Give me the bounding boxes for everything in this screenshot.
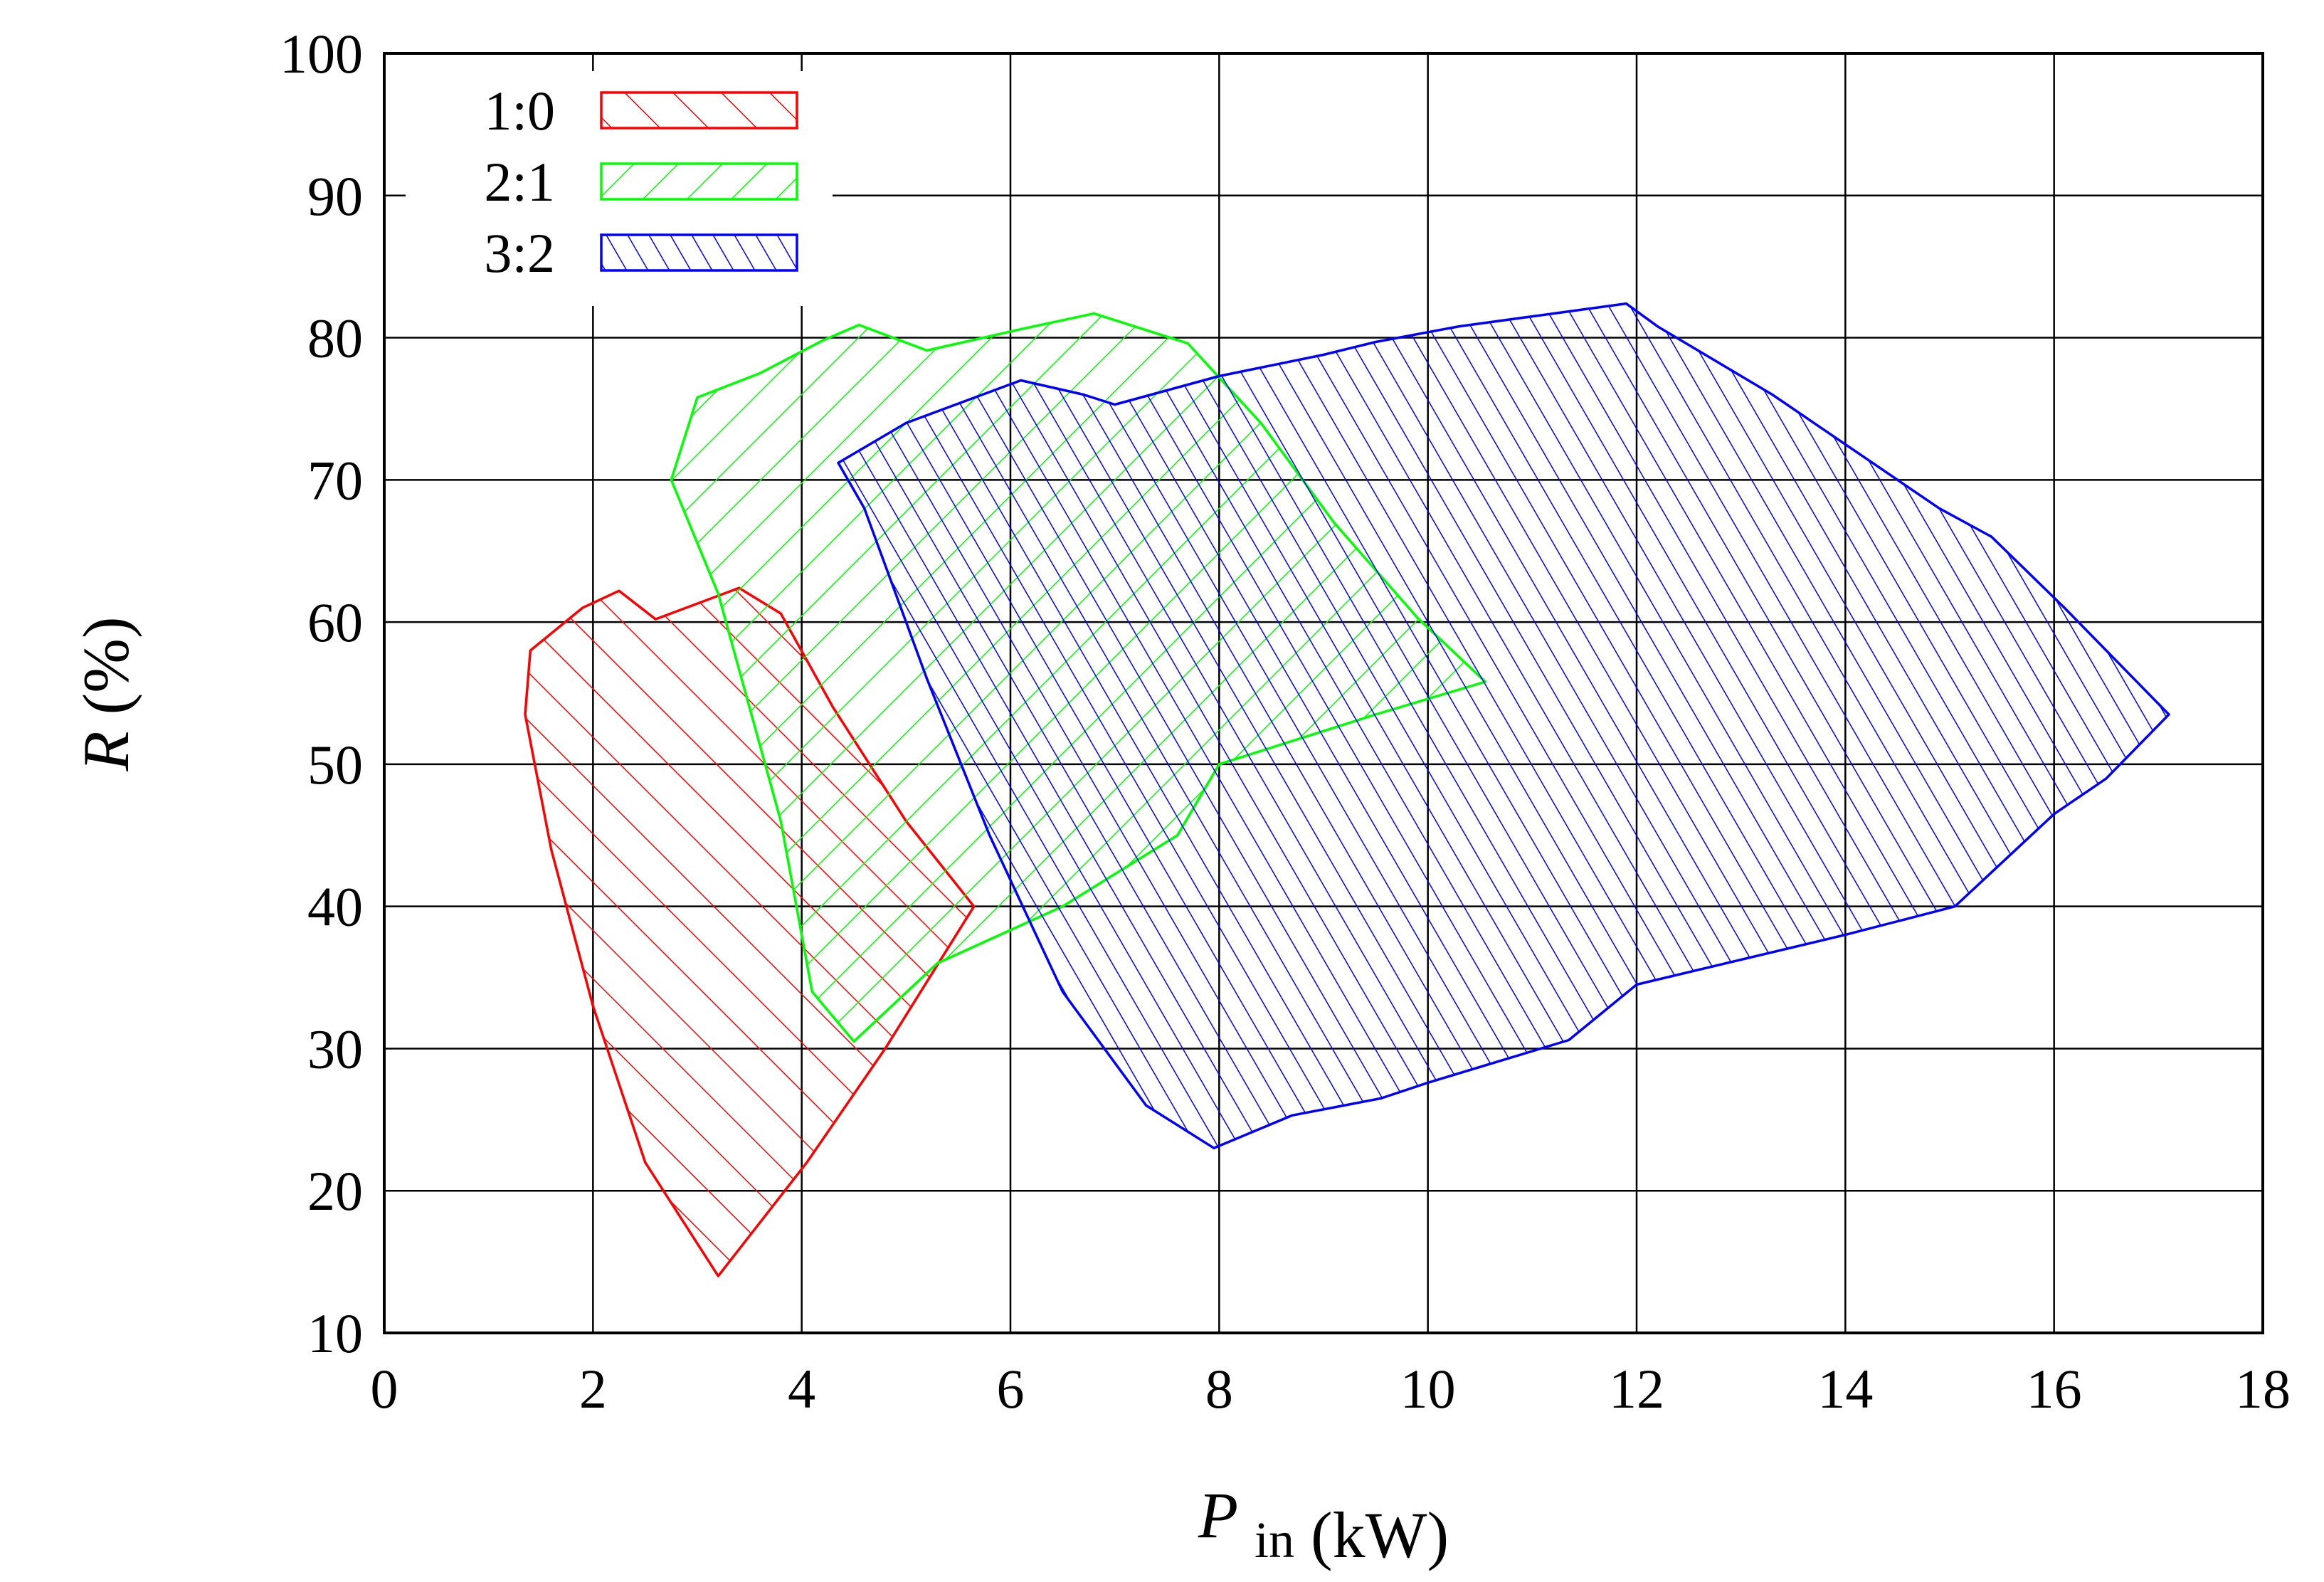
- y-tick-label: 90: [307, 165, 363, 227]
- y-tick-label: 10: [307, 1302, 363, 1364]
- x-axis-unit: (kW): [1311, 1499, 1449, 1571]
- axis-ticks: 0 2 4 6 8 10 12 14 16 18 10 20 30 40 50 60 70 80 90 100: [280, 23, 2291, 1420]
- x-tick-label: 12: [1609, 1358, 1664, 1420]
- x-axis-symbol: P: [1198, 1479, 1238, 1551]
- y-tick-label: 40: [307, 876, 363, 938]
- y-axis-title: R (%): [70, 616, 142, 771]
- x-tick-label: 2: [579, 1358, 607, 1420]
- x-tick-label: 14: [1817, 1358, 1873, 1420]
- y-tick-label: 100: [280, 23, 363, 85]
- x-axis-subscript: in: [1255, 1512, 1294, 1568]
- legend-label: 1:0: [484, 80, 555, 142]
- y-tick-label: 70: [307, 449, 363, 511]
- y-tick-label: 20: [307, 1160, 363, 1222]
- x-tick-label: 18: [2235, 1358, 2291, 1420]
- legend-label: 2:1: [484, 151, 555, 213]
- y-axis-unit: (%): [70, 616, 142, 714]
- y-tick-label: 80: [307, 307, 363, 369]
- x-tick-label: 0: [371, 1358, 398, 1420]
- series-region-3-2: [837, 302, 2170, 1150]
- y-tick-label: 30: [307, 1018, 363, 1080]
- x-tick-label: 6: [997, 1358, 1025, 1420]
- x-tick-label: 4: [788, 1358, 815, 1420]
- legend-swatch: [600, 162, 798, 201]
- series-group: [524, 302, 2170, 1277]
- legend: 1:0 2:1 3:2: [406, 71, 833, 306]
- legend-label: 3:2: [484, 222, 555, 284]
- x-tick-label: 10: [1400, 1358, 1456, 1420]
- y-tick-label: 50: [307, 734, 363, 796]
- legend-swatch: [600, 91, 798, 130]
- x-tick-label: 8: [1205, 1358, 1233, 1420]
- y-axis-symbol: R: [70, 731, 142, 771]
- plot-frame: [383, 52, 2264, 1334]
- x-tick-label: 16: [2027, 1358, 2082, 1420]
- x-axis-title: P in (kW): [1198, 1479, 1449, 1571]
- legend-swatch: [600, 233, 798, 272]
- y-tick-label: 60: [307, 591, 363, 653]
